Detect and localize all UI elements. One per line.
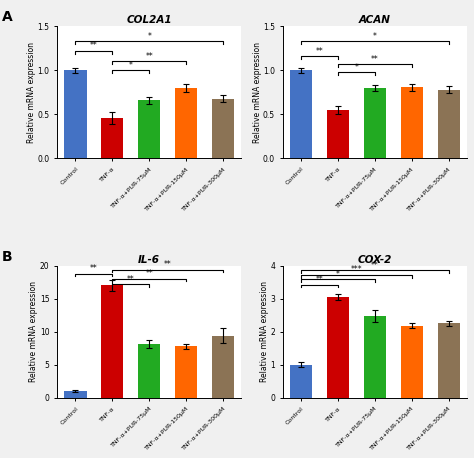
Text: **: ** (371, 261, 379, 270)
Y-axis label: Relative mRNA expression: Relative mRNA expression (27, 42, 36, 143)
Bar (401, 326, 423, 398)
Bar (138, 100, 160, 158)
Bar (212, 98, 234, 158)
Title: COX-2: COX-2 (358, 255, 392, 265)
Text: **: ** (316, 275, 323, 284)
Title: COL2A1: COL2A1 (127, 16, 172, 25)
Y-axis label: Relative mRNA expression: Relative mRNA expression (29, 281, 38, 382)
Bar (101, 285, 123, 398)
Bar (438, 90, 460, 158)
Text: **: ** (316, 47, 323, 55)
Bar (364, 88, 386, 158)
Bar (212, 336, 234, 398)
Text: **: ** (127, 275, 135, 284)
Bar (327, 297, 349, 398)
Bar (138, 344, 160, 398)
Text: B: B (2, 250, 12, 264)
Y-axis label: Relative mRNA expression: Relative mRNA expression (260, 281, 269, 382)
Bar (64, 391, 87, 398)
Text: *: * (336, 270, 340, 279)
Bar (327, 110, 349, 158)
Y-axis label: Relative mRNA expression: Relative mRNA expression (253, 42, 262, 143)
Bar (175, 88, 197, 158)
Bar (290, 365, 312, 398)
Bar (101, 118, 123, 158)
Bar (290, 70, 312, 158)
Text: *: * (129, 61, 133, 70)
Bar (175, 346, 197, 398)
Text: **: ** (90, 41, 98, 50)
Title: IL-6: IL-6 (138, 255, 160, 265)
Text: ***: *** (351, 265, 362, 274)
Text: *: * (355, 62, 358, 71)
Text: **: ** (146, 269, 153, 278)
Title: ACAN: ACAN (359, 16, 391, 25)
Text: *: * (373, 32, 377, 41)
Text: **: ** (146, 52, 153, 61)
Text: **: ** (371, 55, 379, 64)
Bar (64, 70, 87, 158)
Text: *: * (147, 32, 151, 41)
Text: **: ** (90, 264, 98, 273)
Bar (401, 87, 423, 158)
Text: **: ** (164, 260, 172, 269)
Bar (364, 316, 386, 398)
Text: A: A (2, 10, 12, 24)
Bar (438, 323, 460, 398)
